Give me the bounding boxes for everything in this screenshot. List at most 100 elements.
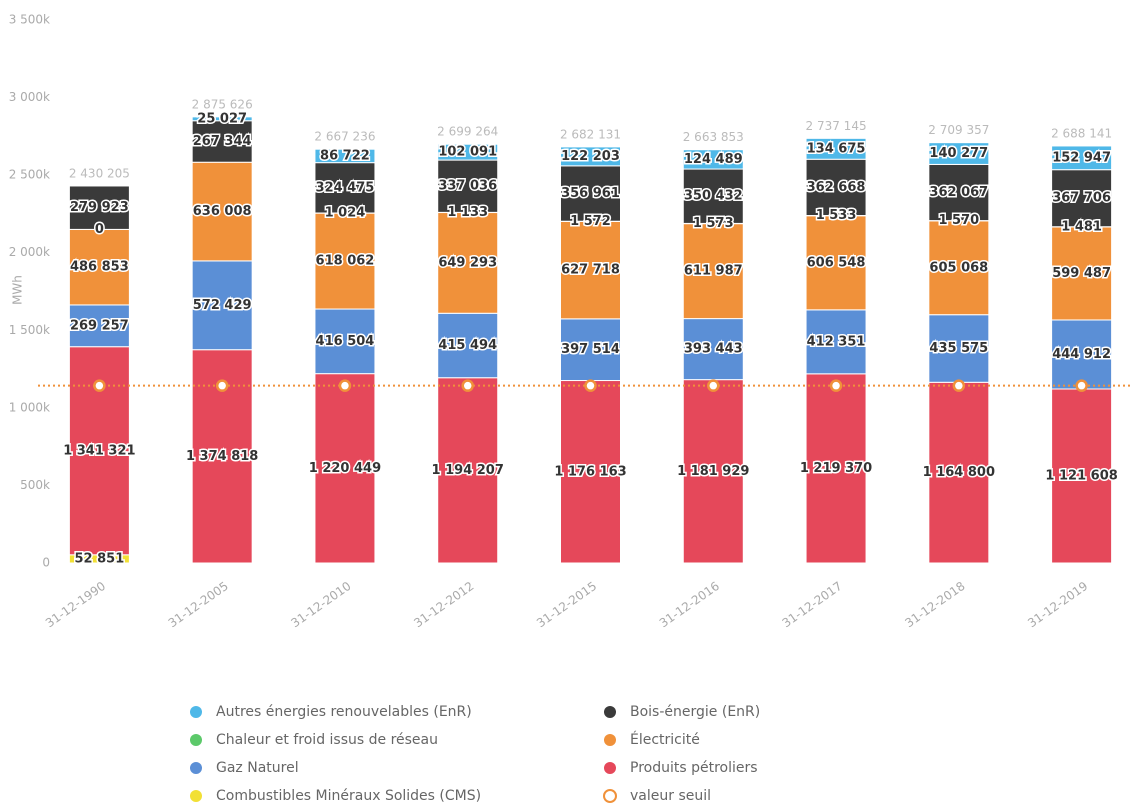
x-tick-label: 31-12-2005 [166,579,231,630]
data-label: 1 181 929 [677,464,749,479]
data-label: 122 203 [561,149,620,164]
legend-marker [604,706,616,718]
data-label: 152 947 [1052,150,1111,165]
data-label: 1 570 [938,213,979,228]
data-label: 1 024 [325,206,366,221]
threshold-marker [1075,379,1088,392]
threshold-marker [93,379,106,392]
bar-segment [805,309,867,375]
bar-segment [68,304,130,348]
bar-segment [437,143,499,161]
legend-marker [603,789,617,803]
data-label: 599 487 [1052,266,1111,281]
data-label: 362 668 [807,180,866,195]
bar-segment [1051,145,1113,171]
y-tick-label: 1 500k [9,323,50,337]
bar-segment [928,142,990,165]
bar-segment [560,318,621,382]
y-tick-label: 1 000k [9,400,50,414]
data-label: 416 504 [316,334,375,349]
bar-segment [560,380,621,564]
bar-segment [314,308,376,375]
bar-segment [314,148,376,164]
x-tick-label: 31-12-2017 [780,579,845,630]
data-label: 140 277 [929,146,988,161]
bar-segment [928,314,990,383]
data-label: 606 548 [807,255,866,270]
bar-segment [191,260,253,351]
legend-label: Chaleur et froid issus de réseau [216,732,438,748]
bar-segment [928,381,990,564]
data-label: 1 133 [447,205,488,220]
data-label: 25 027 [197,111,247,126]
bar-segment [1051,388,1113,564]
bar-segment [682,318,744,381]
data-label: 1 219 370 [800,461,872,476]
total-label: 2 699 264 [437,125,498,139]
y-tick-label: 500k [20,478,50,492]
bar-segment [314,373,376,564]
threshold-marker [952,379,966,392]
data-label: 1 572 [570,214,611,229]
data-label: 444 912 [1052,347,1111,362]
y-axis-title: MWh [11,275,25,305]
total-label: 2 875 626 [192,97,253,111]
total-label: 2 688 141 [1051,126,1112,140]
total-label: 2 667 236 [314,130,375,144]
data-label: 415 494 [438,338,497,353]
data-label: 611 987 [684,264,743,279]
bar-segment [314,162,376,214]
data-label: 367 706 [1052,191,1111,206]
data-label: 1 533 [816,208,857,223]
data-label: 324 475 [316,180,375,195]
bar-segment [560,146,621,167]
threshold-marker [215,379,229,392]
bar-segment [682,379,744,564]
legend-label: Gaz Naturel [216,760,299,776]
data-label: 350 432 [684,189,743,204]
data-label: 1 176 163 [554,464,626,479]
total-label: 2 682 131 [560,127,621,141]
legend-marker [604,734,616,746]
bar-segment [437,377,499,564]
y-tick-label: 2 500k [9,168,50,182]
bar-segment [805,137,867,160]
bar-segment [1051,319,1113,390]
y-tick-label: 2 000k [9,245,50,259]
data-label: 134 675 [807,141,866,156]
data-label: 362 067 [929,185,988,200]
data-label: 279 923 [70,200,129,215]
legend-marker [190,734,202,746]
bar-segment [437,159,499,213]
threshold-marker [584,379,597,392]
data-label: 1 374 818 [186,449,258,464]
y-tick-label: 0 [42,556,50,570]
legend-label: Bois-énergie (EnR) [630,704,760,720]
data-label: 486 853 [70,260,129,275]
data-label: 618 062 [316,254,375,269]
bar-segment [191,161,253,262]
threshold-marker [829,379,843,392]
bar-segment [1051,169,1113,228]
bar-segment [68,228,130,306]
data-label: 1 194 207 [432,463,504,478]
data-label: 269 257 [70,318,129,333]
data-label: 1 121 608 [1045,468,1117,483]
total-label: 2 663 853 [683,130,744,144]
x-tick-label: 31-12-1990 [43,579,108,630]
data-label: 572 429 [193,298,252,313]
data-label: 356 961 [561,186,620,201]
data-label: 1 164 800 [923,465,995,480]
total-label: 2 430 205 [69,166,130,180]
legend-label: Électricité [630,731,700,748]
bar-segment [805,158,867,217]
data-label: 393 443 [684,342,743,357]
data-label: 412 351 [807,334,866,349]
legend-label: Autres énergies renouvelables (EnR) [216,704,472,720]
x-tick-label: 31-12-2015 [534,579,599,630]
total-label: 2 737 145 [806,119,867,133]
x-tick-label: 31-12-2010 [289,579,354,630]
legend-label: Produits pétroliers [630,760,758,776]
legend-marker [604,762,616,774]
